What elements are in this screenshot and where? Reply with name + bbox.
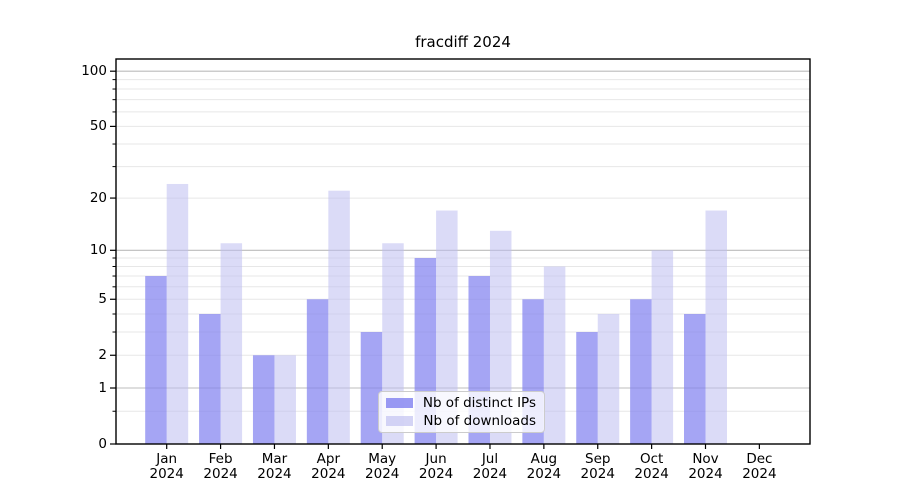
bar-nb-of-downloads-nov xyxy=(705,210,727,444)
x-tick-label-oct: Oct 2024 xyxy=(634,451,669,482)
bar-nb-of-distinct-ips-jan xyxy=(145,276,167,444)
legend-item-downloads: Nb of downloads xyxy=(386,412,536,429)
bar-nb-of-downloads-jan xyxy=(166,183,189,444)
y-tick-label-5: 5 xyxy=(98,291,107,308)
x-tick-label-jun: Jun 2024 xyxy=(418,451,454,482)
legend-swatch-distinct-ips xyxy=(386,398,413,409)
bar-nb-of-distinct-ips-nov xyxy=(684,313,706,444)
bar-nb-of-downloads-mar xyxy=(274,355,296,444)
bar-nb-of-downloads-oct xyxy=(651,250,674,444)
x-tick-label-feb: Feb 2024 xyxy=(203,451,238,482)
x-tick-label-apr: Apr 2024 xyxy=(311,451,346,482)
chart-title: fracdiff 2024 xyxy=(415,33,511,51)
x-tick-label-jan: Jan 2024 xyxy=(149,451,184,482)
y-tick-label-2: 2 xyxy=(98,347,107,364)
legend: Nb of distinct IPs Nb of downloads xyxy=(378,391,545,433)
y-tick-label-20: 20 xyxy=(89,190,107,207)
legend-swatch-downloads xyxy=(386,415,413,426)
bar-nb-of-downloads-sep xyxy=(597,313,620,444)
bar-nb-of-downloads-aug xyxy=(543,266,566,444)
x-tick-label-dec: Dec 2024 xyxy=(742,451,777,482)
x-tick-label-sep: Sep 2024 xyxy=(580,451,615,482)
bar-nb-of-downloads-feb xyxy=(220,243,243,444)
plot-border xyxy=(115,58,811,445)
y-tick-label-50: 50 xyxy=(89,118,107,135)
bar-nb-of-downloads-apr xyxy=(328,190,350,444)
legend-label-distinct-ips: Nb of distinct IPs xyxy=(422,395,536,412)
bar-nb-of-downloads-jun xyxy=(436,210,458,444)
x-tick-label-jul: Jul 2024 xyxy=(472,451,508,482)
x-tick-label-nov: Nov 2024 xyxy=(688,451,723,482)
y-tick-label-1: 1 xyxy=(98,380,107,396)
bar-nb-of-distinct-ips-sep xyxy=(576,332,598,444)
x-tick-label-mar: Mar 2024 xyxy=(257,451,292,482)
bar-nb-of-distinct-ips-feb xyxy=(199,313,221,444)
y-tick-label-0: 0 xyxy=(98,436,107,452)
x-tick-label-aug: Aug 2024 xyxy=(526,451,562,482)
bar-nb-of-distinct-ips-oct xyxy=(630,299,652,444)
legend-label-downloads: Nb of downloads xyxy=(423,412,536,429)
bar-nb-of-distinct-ips-may xyxy=(360,332,383,444)
x-tick-label-may: May 2024 xyxy=(365,451,400,482)
y-tick-label-10: 10 xyxy=(89,242,107,259)
legend-item-distinct-ips: Nb of distinct IPs xyxy=(386,395,536,412)
bar-nb-of-distinct-ips-mar xyxy=(252,355,275,444)
bar-nb-of-distinct-ips-apr xyxy=(306,299,329,444)
y-tick-label-100: 100 xyxy=(81,63,107,80)
bar-nb-of-downloads-jul xyxy=(489,230,512,444)
